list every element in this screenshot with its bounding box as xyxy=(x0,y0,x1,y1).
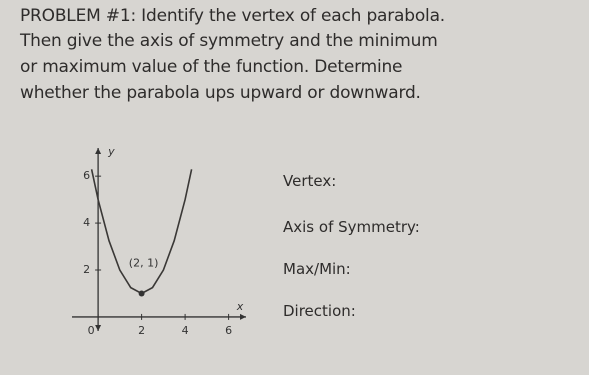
x-tick-label: 2 xyxy=(138,324,145,337)
x-tick-label: 0 xyxy=(88,324,95,337)
problem-line: Then give the axis of symmetry and the m… xyxy=(20,31,438,51)
problem-line: whether the parabola ups upward or downw… xyxy=(20,83,421,103)
axis-label: y xyxy=(107,145,115,158)
arrow xyxy=(95,148,246,331)
question: Max/Min: xyxy=(283,260,351,278)
axis-label: x xyxy=(236,300,244,313)
parabola xyxy=(90,169,193,295)
y-tick-label: 6 xyxy=(83,169,90,182)
problem-line: PROBLEM #1: Identify the vertex of each … xyxy=(20,6,446,26)
y-tick-label: 4 xyxy=(83,216,90,229)
vertex-label: (2, 1) xyxy=(129,256,159,269)
question: Direction: xyxy=(283,302,356,320)
x-tick-label: 4 xyxy=(182,324,189,337)
x-tick-label: 6 xyxy=(225,324,232,337)
y-tick-label: 2 xyxy=(83,263,90,276)
vertex-point xyxy=(138,290,145,297)
question: Vertex: xyxy=(283,172,337,190)
question: Axis of Symmetry: xyxy=(283,218,420,236)
problem-line: or maximum value of the function. Determ… xyxy=(20,57,403,77)
